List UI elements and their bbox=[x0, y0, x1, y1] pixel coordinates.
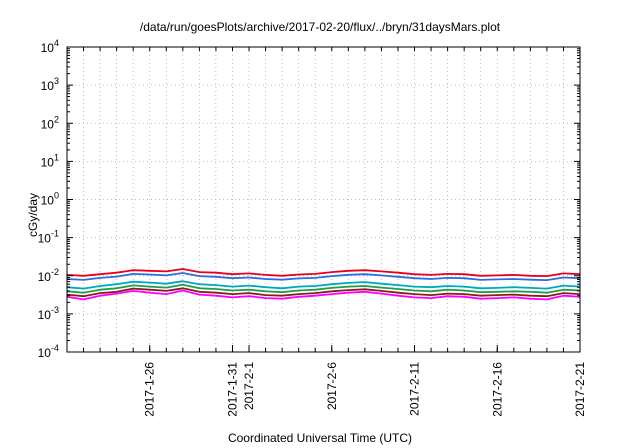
series-line-4 bbox=[66, 283, 581, 294]
x-tick-label: 2017-2-11 bbox=[408, 362, 422, 416]
y-tick-label: 103 bbox=[41, 76, 59, 93]
x-tick-label: 2017-2-21 bbox=[573, 362, 587, 417]
grid bbox=[67, 47, 580, 352]
y-tick-label: 10-2 bbox=[38, 267, 59, 284]
y-tick-label: 102 bbox=[41, 114, 59, 131]
series-line-6 bbox=[66, 289, 581, 301]
series-line-1 bbox=[66, 268, 581, 278]
y-tick-label: 10-1 bbox=[38, 229, 59, 246]
ticks: 10-4 10-3 10-2 10-1 100 101 102 103 104 2017-1-26… bbox=[38, 38, 587, 417]
x-axis-label: Coordinated Universal Time (UTC) bbox=[227, 431, 413, 445]
series-group bbox=[66, 268, 581, 301]
x-tick-label: 2017-2-6 bbox=[325, 362, 339, 410]
chart-title: /data/run/goesPlots/archive/2017-02-20/f… bbox=[139, 20, 501, 34]
x-tick-label: 2017-2-1 bbox=[242, 362, 256, 410]
x-tick-label: 2017-2-16 bbox=[490, 362, 504, 417]
y-tick-label: 10-3 bbox=[38, 305, 59, 322]
y-tick-label: 104 bbox=[41, 38, 59, 55]
series-line-3 bbox=[66, 280, 581, 290]
x-tick-label: 2017-1-26 bbox=[143, 362, 157, 417]
y-tick-label: 100 bbox=[41, 191, 59, 208]
series-line-5 bbox=[66, 287, 581, 298]
series-line-2 bbox=[66, 272, 581, 282]
x-tick-label: 2017-1-31 bbox=[225, 362, 239, 417]
y-tick-label: 101 bbox=[41, 152, 59, 169]
y-tick-label: 10-4 bbox=[38, 343, 59, 360]
